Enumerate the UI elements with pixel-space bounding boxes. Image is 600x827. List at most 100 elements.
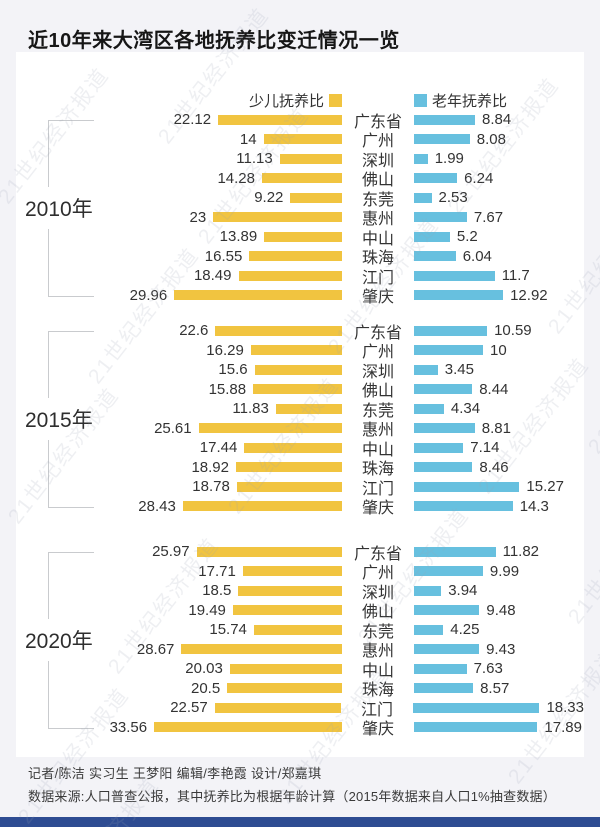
chart-row: 17.71 广州 9.99	[16, 562, 584, 583]
chart-row: 9.22 东莞 2.53	[16, 188, 584, 209]
elderly-bar	[414, 384, 473, 395]
year-label: 2015年	[22, 397, 96, 440]
child-bar	[244, 442, 342, 453]
city-cell: 惠州	[342, 416, 414, 440]
year-label: 2010年	[22, 186, 96, 229]
elderly-side: 14.3	[414, 498, 584, 515]
elderly-side: 9.48	[414, 602, 584, 619]
city-label: 佛山	[361, 172, 394, 190]
elderly-side: 6.24	[414, 170, 584, 187]
child-value-label: 18.92	[191, 458, 229, 476]
chart-row: 29.96 肇庆 12.92	[16, 286, 584, 307]
chart-row: 15.88 佛山 8.44	[16, 377, 584, 401]
city-label: 深圳	[361, 152, 394, 170]
city-label: 惠州	[361, 422, 394, 440]
elderly-side: 8.08	[414, 131, 584, 148]
chart-row: 11.83 东莞 4.34	[16, 399, 584, 420]
city-label: 佛山	[361, 604, 394, 622]
child-value-label: 20.5	[191, 679, 221, 697]
chart-row: 18.49 江门 11.7	[16, 266, 584, 287]
elderly-value-label: 7.67	[473, 208, 504, 226]
child-bar	[214, 702, 342, 713]
city-label: 东莞	[361, 402, 394, 420]
elderly-bar	[414, 585, 442, 596]
city-cell: 广州	[342, 127, 414, 151]
city-cell: 江门	[341, 696, 413, 720]
chart-row: 14.28 佛山 6.24	[16, 169, 584, 190]
city-label: 惠州	[361, 643, 394, 661]
elderly-bar	[414, 481, 520, 492]
child-side: 18.92	[16, 459, 342, 476]
child-bar	[232, 605, 342, 616]
chart-row: 14 广州 8.08	[16, 127, 584, 151]
elderly-value-label: 11.7	[501, 267, 530, 285]
child-value-label: 33.56	[109, 718, 148, 736]
elderly-side: 3.45	[414, 361, 584, 378]
city-label: 惠州	[361, 211, 394, 229]
city-cell: 佛山	[342, 598, 414, 622]
child-side: 11.83	[16, 400, 342, 417]
child-bar	[236, 462, 342, 473]
city-label: 东莞	[361, 191, 394, 209]
city-label: 肇庆	[361, 721, 394, 739]
elderly-bar	[414, 270, 495, 281]
city-cell: 珠海	[342, 455, 414, 479]
elderly-value-label: 1.99	[434, 150, 464, 168]
city-label: 珠海	[361, 461, 394, 479]
elderly-side: 9.43	[414, 641, 584, 658]
elderly-bar	[414, 114, 475, 125]
city-cell: 深圳	[342, 147, 414, 171]
elderly-side: 17.89	[414, 719, 584, 736]
legend: 少儿抚养比 老年抚养比	[16, 90, 584, 110]
elderly-value-label: 8.44	[479, 380, 509, 398]
city-cell: 肇庆	[342, 494, 414, 518]
child-bar	[229, 663, 342, 674]
elderly-value-label: 4.25	[450, 621, 480, 639]
elderly-bar	[414, 403, 444, 414]
elderly-bar	[414, 683, 474, 694]
elderly-value-label: 11.82	[502, 543, 540, 561]
chart-row: 25.61 惠州 8.81	[16, 416, 584, 440]
child-value-label: 28.43	[138, 497, 176, 515]
chart-row: 18.5 深圳 3.94	[16, 581, 584, 602]
elderly-value-label: 9.43	[486, 640, 516, 658]
elderly-value-label: 9.99	[489, 562, 520, 580]
child-side: 18.49	[16, 267, 342, 284]
elderly-side: 9.99	[414, 563, 584, 580]
city-cell: 佛山	[342, 377, 414, 401]
child-side: 14.28	[16, 170, 342, 187]
elderly-bar	[414, 663, 467, 674]
city-label: 佛山	[361, 383, 394, 401]
chart-row: 15.6 深圳 3.45	[16, 360, 584, 381]
child-bar	[249, 251, 342, 262]
elderly-bar	[414, 173, 458, 184]
elderly-value-label: 6.24	[464, 169, 494, 187]
child-value-label: 15.6	[218, 361, 248, 379]
child-value-label: 18.78	[192, 478, 230, 496]
elderly-side: 2.53	[414, 189, 584, 206]
elderly-side: 7.67	[414, 209, 584, 226]
elderly-bar	[414, 134, 470, 145]
child-bar	[238, 270, 342, 281]
city-cell: 中山	[342, 225, 414, 249]
elderly-bar	[414, 722, 538, 733]
elderly-side: 15.27	[414, 478, 584, 495]
city-label: 肇庆	[361, 500, 394, 518]
credits-line: 记者/陈洁 实习生 王梦阳 编辑/李艳霞 设计/郑嘉琪	[28, 766, 322, 781]
child-side: 33.56	[16, 719, 342, 736]
child-value-label: 14	[239, 130, 257, 148]
elderly-side: 7.14	[414, 439, 584, 456]
elderly-value-label: 2.53	[438, 189, 468, 207]
elderly-value-label: 3.45	[444, 361, 474, 379]
city-cell: 广州	[342, 338, 414, 362]
page-title: 近10年来大湾区各地抚养比变迁情况一览	[28, 30, 400, 52]
elderly-side: 11.82	[414, 543, 584, 560]
elderly-bar	[414, 364, 438, 375]
elderly-value-label: 10.59	[494, 322, 532, 340]
elderly-side: 8.46	[414, 459, 584, 476]
elderly-side: 1.99	[414, 150, 584, 167]
child-side: 22.12	[16, 111, 342, 128]
elderly-side: 8.57	[414, 680, 584, 697]
chart-row: 28.67 惠州 9.43	[16, 640, 584, 661]
child-bar	[238, 585, 342, 596]
